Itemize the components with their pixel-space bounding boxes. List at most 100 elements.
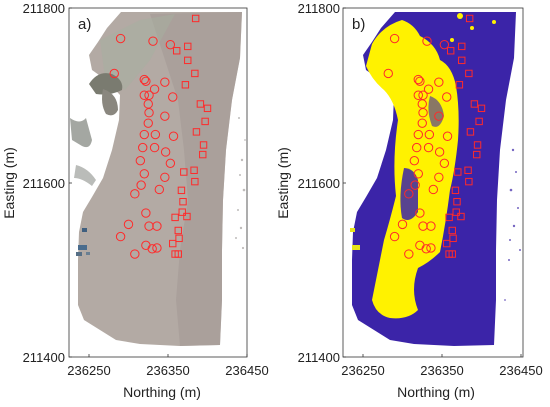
square-marker-b-4 xyxy=(465,69,473,78)
square-marker-b-8 xyxy=(475,117,483,126)
circle-marker-b-1 xyxy=(383,68,393,79)
square-marker-b-3 xyxy=(458,56,466,65)
square-marker-a-6 xyxy=(196,100,205,108)
circle-marker-b-3 xyxy=(439,39,450,50)
circle-marker-b-4 xyxy=(413,74,423,85)
square-marker-b-10 xyxy=(473,141,482,149)
panel-a-label: a) xyxy=(78,16,91,33)
square-marker-a-4 xyxy=(191,69,199,78)
ylabel-b: Easting (m) xyxy=(275,147,291,219)
circle-marker-a-13 xyxy=(160,111,170,121)
circle-marker-b-6 xyxy=(434,77,444,87)
circle-marker-b-2 xyxy=(422,36,432,46)
circle-marker-a-5 xyxy=(141,76,151,86)
circle-marker-b-5 xyxy=(415,76,425,86)
square-marker-a-2 xyxy=(172,47,181,55)
circle-marker-b-0 xyxy=(389,33,400,44)
circle-marker-a-22 xyxy=(165,158,176,169)
xtick-a-right: 236450 xyxy=(225,363,268,378)
circle-marker-b-23 xyxy=(413,169,423,179)
circle-marker-a-16 xyxy=(150,129,161,140)
circle-marker-a-31 xyxy=(152,221,162,231)
ytick-a-top: 211800 xyxy=(23,1,65,16)
square-marker-b-12 xyxy=(464,166,472,174)
square-marker-a-13 xyxy=(180,168,188,176)
square-marker-b-6 xyxy=(470,100,479,108)
circle-marker-b-24 xyxy=(434,172,444,182)
circle-marker-a-32 xyxy=(115,231,126,242)
circle-marker-a-3 xyxy=(165,39,176,50)
circle-marker-b-10 xyxy=(442,92,452,102)
square-marker-a-5 xyxy=(181,81,190,89)
square-marker-a-10 xyxy=(199,141,208,149)
circle-marker-a-21 xyxy=(135,155,146,166)
square-marker-b-16 xyxy=(453,197,461,206)
square-marker-a-14 xyxy=(191,177,199,186)
circle-marker-b-7 xyxy=(413,90,423,100)
xtick-b-mid: 236350 xyxy=(420,363,463,378)
markers-a xyxy=(109,14,212,259)
square-marker-a-19 xyxy=(171,213,179,222)
circle-marker-a-24 xyxy=(160,172,170,182)
square-marker-a-12 xyxy=(190,166,198,174)
square-marker-b-7 xyxy=(477,104,486,113)
square-marker-b-15 xyxy=(451,186,460,195)
xtick-a-left: 236250 xyxy=(67,363,110,378)
square-marker-b-9 xyxy=(466,128,475,136)
circle-marker-a-4 xyxy=(139,74,150,85)
circle-marker-b-36 xyxy=(404,249,414,259)
circle-marker-b-26 xyxy=(428,184,439,195)
square-marker-a-15 xyxy=(177,186,186,195)
circle-marker-a-17 xyxy=(168,131,179,141)
square-marker-a-17 xyxy=(178,208,186,216)
circle-marker-a-18 xyxy=(138,142,148,153)
square-marker-b-18 xyxy=(457,212,465,221)
square-marker-a-24 xyxy=(174,250,182,258)
square-marker-b-13 xyxy=(454,168,462,176)
circle-marker-b-25 xyxy=(410,180,420,190)
panel-a: a) 211800 211600 211400 236250 236350 23… xyxy=(1,1,269,400)
circle-marker-a-19 xyxy=(149,142,160,153)
circle-marker-b-16 xyxy=(424,129,435,140)
square-marker-a-3 xyxy=(184,56,192,65)
ytick-b-top: 211800 xyxy=(298,1,340,16)
square-marker-b-2 xyxy=(446,47,455,55)
circle-marker-b-34 xyxy=(426,243,436,253)
square-marker-b-20 xyxy=(448,226,456,235)
markers-b xyxy=(383,14,486,259)
square-marker-a-11 xyxy=(199,150,207,159)
square-marker-b-11 xyxy=(473,150,481,159)
circle-marker-b-14 xyxy=(417,118,427,128)
square-marker-b-22 xyxy=(443,239,451,248)
circle-marker-a-0 xyxy=(115,33,126,44)
circle-marker-b-17 xyxy=(442,131,453,141)
square-marker-a-7 xyxy=(203,104,212,113)
xlabel-b: Northing (m) xyxy=(397,384,475,400)
panel-b: b) 211800 211600 211400 236250 236350 23… xyxy=(275,1,543,400)
circle-marker-a-35 xyxy=(147,244,157,254)
circle-marker-a-23 xyxy=(139,169,150,179)
square-marker-b-17 xyxy=(452,208,460,216)
circle-marker-a-20 xyxy=(160,147,171,157)
circle-marker-b-12 xyxy=(418,108,428,118)
circle-marker-a-6 xyxy=(160,77,170,87)
square-marker-a-16 xyxy=(179,197,187,206)
circle-marker-b-31 xyxy=(426,221,436,231)
xtick-b-right: 236450 xyxy=(499,363,542,378)
square-marker-a-9 xyxy=(192,128,201,136)
panel-b-label: b) xyxy=(352,16,365,33)
circle-marker-b-22 xyxy=(439,158,450,169)
square-marker-b-1 xyxy=(458,42,466,51)
circle-marker-b-9 xyxy=(423,84,434,94)
circle-marker-a-7 xyxy=(139,90,150,100)
circle-marker-b-27 xyxy=(404,189,414,199)
ytick-a-mid: 211600 xyxy=(23,176,65,191)
circle-marker-b-13 xyxy=(434,111,444,121)
aerial-orthophoto xyxy=(70,12,246,346)
square-marker-a-18 xyxy=(183,212,191,221)
circle-marker-a-10 xyxy=(168,92,178,102)
circle-marker-b-20 xyxy=(434,147,445,157)
xtick-a-mid: 236350 xyxy=(146,363,189,378)
square-marker-b-21 xyxy=(449,234,457,243)
